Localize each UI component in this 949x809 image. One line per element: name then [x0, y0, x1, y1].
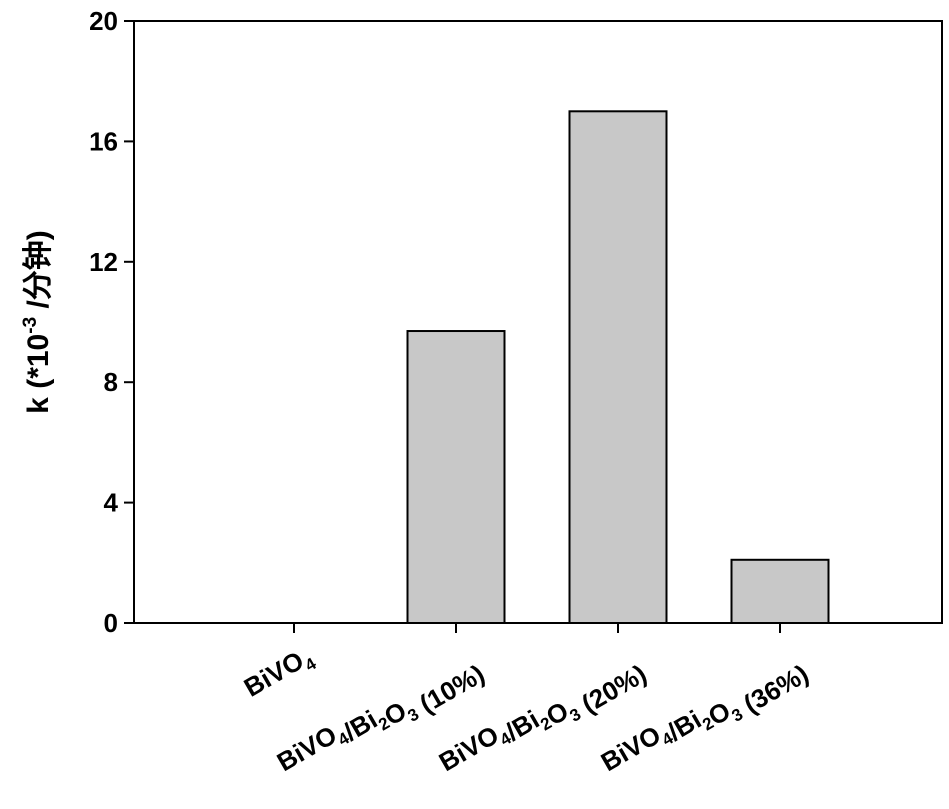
y-tick-label: 8	[104, 367, 118, 397]
y-axis-label: k (*10-3 /分钟)	[20, 230, 55, 414]
bar	[568, 110, 668, 625]
y-tick-label: 4	[104, 488, 119, 518]
y-tick-label: 12	[89, 247, 118, 277]
y-axis: 0 4 8 12 16 20	[89, 6, 134, 638]
bars	[406, 110, 830, 625]
y-tick-label: 0	[104, 608, 118, 638]
plot-frame	[133, 20, 943, 624]
y-tick-label: 20	[89, 6, 118, 36]
x-tick-label: BiVO4	[239, 640, 320, 707]
y-tick-label: 16	[89, 126, 118, 156]
bar	[730, 558, 830, 624]
bar	[406, 330, 506, 624]
